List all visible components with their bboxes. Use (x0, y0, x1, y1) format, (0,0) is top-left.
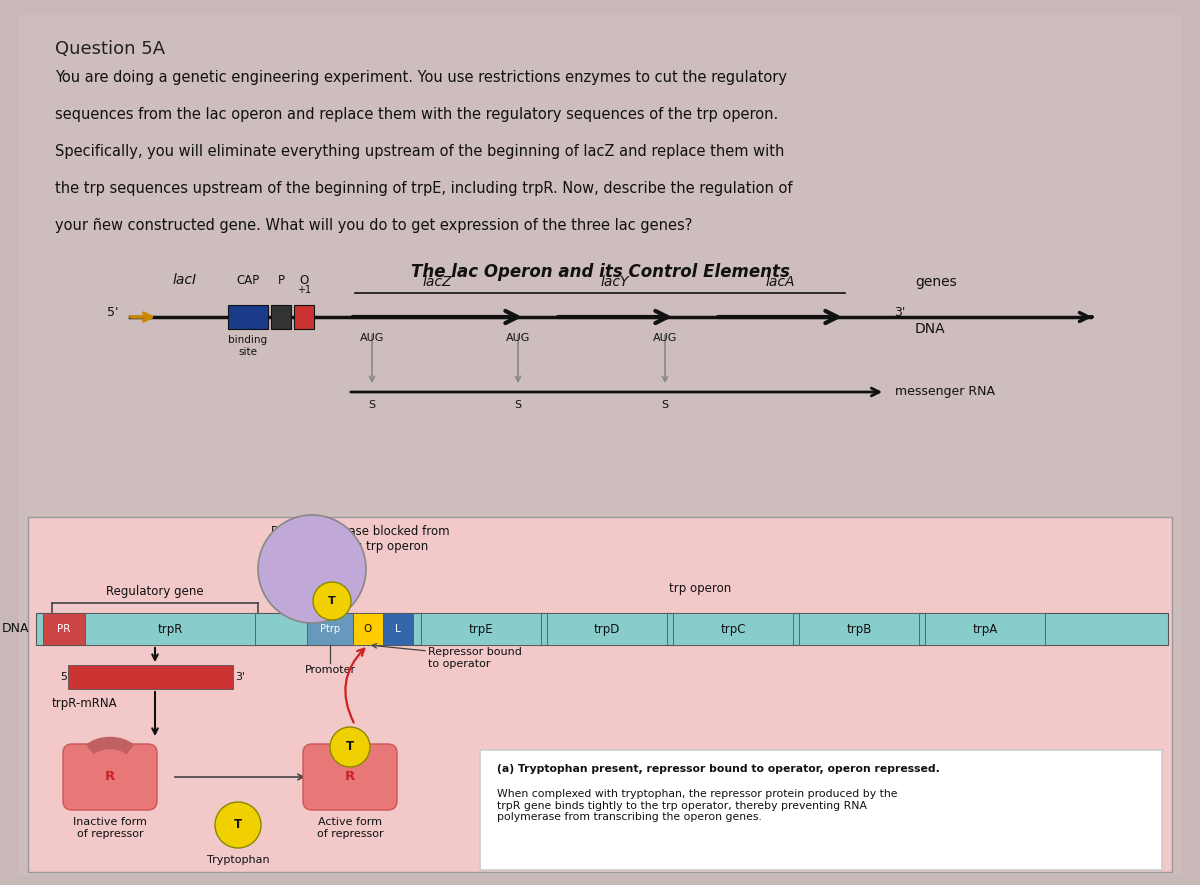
Text: the trp sequences upstream of the beginning of trpE, including trpR. Now, descri: the trp sequences upstream of the beginn… (55, 181, 792, 196)
Text: Inactive form
of repressor: Inactive form of repressor (73, 817, 146, 839)
FancyBboxPatch shape (547, 613, 667, 645)
FancyBboxPatch shape (85, 613, 254, 645)
Text: Tryptophan: Tryptophan (206, 855, 269, 865)
FancyBboxPatch shape (421, 613, 541, 645)
Text: CAP: CAP (236, 274, 259, 287)
Circle shape (215, 802, 262, 848)
Text: +1: +1 (296, 285, 311, 295)
FancyBboxPatch shape (271, 305, 290, 329)
Text: P: P (277, 274, 284, 287)
Text: R: R (104, 771, 115, 783)
FancyBboxPatch shape (383, 613, 413, 645)
FancyBboxPatch shape (307, 613, 353, 645)
Text: RNA polymerase blocked from
transcribing trp operon: RNA polymerase blocked from transcribing… (271, 525, 449, 553)
FancyBboxPatch shape (302, 744, 397, 810)
Circle shape (330, 727, 370, 767)
Text: trp operon: trp operon (668, 582, 731, 595)
Text: Question 5A: Question 5A (55, 40, 166, 58)
Text: O: O (299, 274, 308, 287)
Text: T: T (234, 819, 242, 832)
Text: your ñew constructed gene. What will you do to get expression of the three lac g: your ñew constructed gene. What will you… (55, 218, 692, 233)
FancyBboxPatch shape (353, 613, 383, 645)
Text: The lac Operon and its Control Elements: The lac Operon and its Control Elements (410, 263, 790, 281)
Text: 3': 3' (894, 305, 905, 319)
Text: lacZ: lacZ (422, 275, 452, 289)
Text: trpE: trpE (469, 622, 493, 635)
Text: When complexed with tryptophan, the repressor protein produced by the
trpR gene : When complexed with tryptophan, the repr… (497, 789, 898, 822)
Text: binding
site: binding site (228, 335, 268, 357)
FancyBboxPatch shape (925, 613, 1045, 645)
FancyBboxPatch shape (64, 744, 157, 810)
Text: Ptrp: Ptrp (320, 624, 340, 634)
Circle shape (258, 515, 366, 623)
FancyBboxPatch shape (43, 613, 85, 645)
Text: T: T (328, 596, 336, 606)
Text: AUG: AUG (653, 333, 677, 343)
FancyBboxPatch shape (294, 305, 314, 329)
FancyBboxPatch shape (799, 613, 919, 645)
Text: trpA: trpA (972, 622, 997, 635)
Text: lacA: lacA (766, 275, 794, 289)
Text: lacI: lacI (173, 273, 197, 287)
Text: 3': 3' (235, 672, 245, 682)
Text: 5': 5' (60, 672, 70, 682)
Text: R: R (344, 771, 355, 783)
Text: (a) Tryptophan present, repressor bound to operator, operon repressed.: (a) Tryptophan present, repressor bound … (497, 764, 940, 774)
Text: sequences from the lac operon and replace them with the regulatory sequences of : sequences from the lac operon and replac… (55, 107, 779, 122)
Text: PR: PR (58, 624, 71, 634)
FancyBboxPatch shape (68, 665, 233, 689)
Text: S: S (368, 400, 376, 410)
Text: O: O (364, 624, 372, 634)
FancyBboxPatch shape (673, 613, 793, 645)
Text: genes: genes (916, 275, 956, 289)
FancyBboxPatch shape (480, 750, 1162, 870)
Text: Promoter: Promoter (305, 665, 355, 675)
FancyBboxPatch shape (28, 517, 1172, 872)
Text: Specifically, you will eliminate everything upstream of the beginning of lacZ an: Specifically, you will eliminate everyth… (55, 144, 785, 159)
Text: DNA: DNA (1, 622, 29, 635)
Text: DNA: DNA (916, 322, 946, 336)
Text: S: S (661, 400, 668, 410)
Text: lacY: lacY (601, 275, 629, 289)
Text: trpR-mRNA: trpR-mRNA (52, 697, 118, 710)
Text: AUG: AUG (360, 333, 384, 343)
Text: trpB: trpB (846, 622, 871, 635)
Text: You are doing a genetic engineering experiment. You use restrictions enzymes to : You are doing a genetic engineering expe… (55, 70, 787, 85)
Text: Regulatory gene: Regulatory gene (106, 585, 204, 598)
Text: trpC: trpC (720, 622, 745, 635)
Text: Repressor bound
to operator: Repressor bound to operator (428, 647, 522, 668)
Text: Active form
of repressor: Active form of repressor (317, 817, 383, 839)
FancyBboxPatch shape (36, 613, 1168, 645)
FancyBboxPatch shape (228, 305, 268, 329)
Text: trpD: trpD (594, 622, 620, 635)
Text: AUG: AUG (506, 333, 530, 343)
Text: messenger RNA: messenger RNA (895, 386, 995, 398)
Text: trpR: trpR (157, 622, 182, 635)
Text: L: L (395, 624, 401, 634)
FancyBboxPatch shape (18, 15, 1182, 875)
Text: 5': 5' (107, 306, 118, 319)
Circle shape (313, 582, 352, 620)
Text: S: S (515, 400, 522, 410)
Text: T: T (346, 741, 354, 753)
